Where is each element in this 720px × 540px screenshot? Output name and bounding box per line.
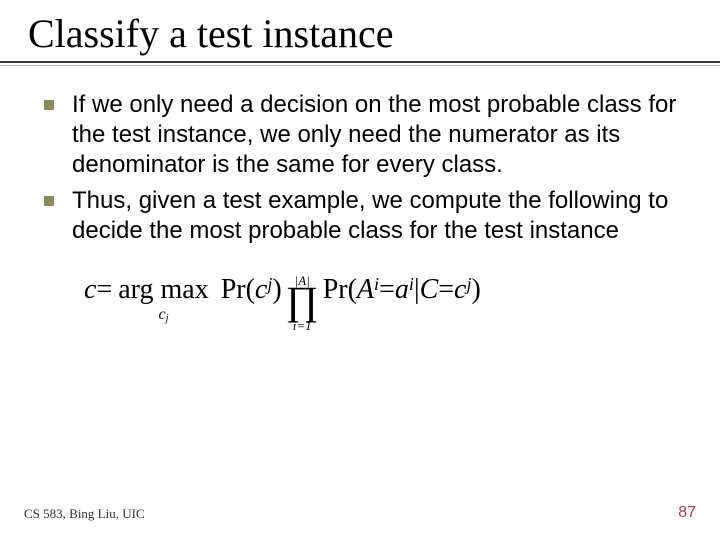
pr-2: Pr [323,274,348,306]
paren-open: ( [348,274,357,306]
title-underline-shadow [0,63,720,66]
formula: c = arg max cj Pr ( cj ) |A| ∏ [84,274,692,332]
equals: = [96,274,112,306]
var-A: A [357,274,374,306]
var-c: c [454,274,466,306]
paren-close: ) [472,274,481,306]
slide-title: Classify a test instance [24,10,696,57]
product-operator: |A| ∏ i=1 [286,274,319,332]
sub-j: j [166,313,169,324]
footer: CS 583, Bing Liu, UIC 87 [24,504,696,522]
bullet-item: If we only need a decision on the most p… [44,90,692,180]
argmax: arg max cj [118,274,208,306]
footer-left: CS 583, Bing Liu, UIC [24,506,145,522]
var-c: c [255,274,267,306]
argmax-text: arg max [118,274,208,305]
var-a: a [395,274,409,306]
argmax-subscript: cj [158,306,168,324]
prod-symbol: ∏ [286,285,319,317]
var-c: c [84,274,96,306]
bullet-text: Thus, given a test example, we compute t… [72,186,692,246]
formula-content: c = arg max cj Pr ( cj ) |A| ∏ [84,274,481,332]
square-bullet-icon [44,196,54,206]
bullet-item: Thus, given a test example, we compute t… [44,186,692,246]
paren-close: ) [272,274,281,306]
slide: Classify a test instance If we only need… [0,0,720,540]
title-block: Classify a test instance [0,10,720,63]
prod-lower: i=1 [293,319,312,332]
pr-1: Pr [221,274,246,306]
equals: = [379,274,395,306]
var-C: C [420,274,439,306]
page-number: 87 [678,504,696,522]
equals: = [438,274,454,306]
body: If we only need a decision on the most p… [24,90,696,332]
bullet-text: If we only need a decision on the most p… [72,90,692,180]
square-bullet-icon [44,100,54,110]
paren-open: ( [246,274,255,306]
